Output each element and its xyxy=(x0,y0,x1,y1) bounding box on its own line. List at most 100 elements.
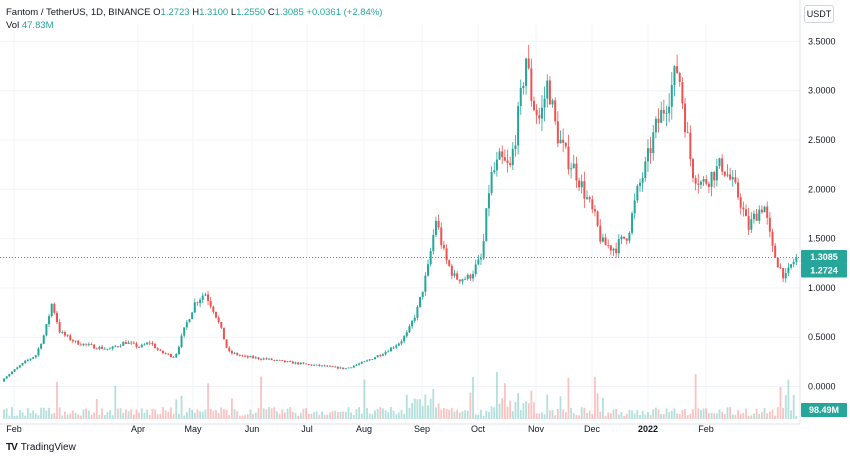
candle-body xyxy=(763,206,766,213)
candle-body xyxy=(143,344,146,346)
candle-body xyxy=(461,279,464,282)
volume-bar xyxy=(747,415,750,419)
volume-bar xyxy=(554,415,557,419)
candle-body xyxy=(10,371,13,375)
candle-body xyxy=(302,362,305,364)
volume-bar xyxy=(302,408,305,419)
candle-body xyxy=(752,213,755,220)
candle-body xyxy=(432,234,435,252)
volume-bar xyxy=(265,409,268,419)
x-tick-label: Jun xyxy=(245,424,260,434)
volume-bar xyxy=(196,409,199,419)
symbol-title[interactable]: Fantom / TetherUS, 1D, BINANCE xyxy=(6,7,151,18)
volume-bar xyxy=(413,398,416,419)
open-label: O xyxy=(153,7,161,18)
candle-body xyxy=(641,177,644,183)
candle-body xyxy=(434,220,437,235)
candle-body xyxy=(82,343,85,346)
candle-body xyxy=(742,207,745,210)
candle-body xyxy=(270,358,273,361)
candle-body xyxy=(249,356,252,358)
candle-body xyxy=(169,353,172,357)
candle-body xyxy=(649,148,652,154)
candle-body xyxy=(440,227,443,246)
volume-bar xyxy=(448,409,451,419)
volume-bar xyxy=(154,409,156,419)
candle-body xyxy=(604,237,607,246)
volume-bar xyxy=(556,409,559,419)
candle-body xyxy=(639,182,641,186)
candle-body xyxy=(599,225,602,242)
candle-body xyxy=(37,348,40,356)
candle-body xyxy=(228,347,231,352)
volume-bar xyxy=(392,410,395,419)
candle-body xyxy=(45,324,48,336)
candle-body xyxy=(400,341,403,344)
volume-bar xyxy=(48,407,50,419)
volume-bar xyxy=(774,415,777,419)
candle-body xyxy=(575,163,578,181)
volume-bar xyxy=(636,410,639,419)
volume-bar xyxy=(191,409,194,419)
volume-bar xyxy=(24,415,27,419)
candle-body xyxy=(620,236,623,240)
volume-bar xyxy=(207,383,209,419)
tradingview-logo[interactable]: TV TradingView xyxy=(6,442,76,453)
candle-body xyxy=(74,340,77,342)
candle-body xyxy=(69,335,72,341)
candle-body xyxy=(699,181,702,185)
tradingview-icon: TV xyxy=(6,442,18,453)
candle-body xyxy=(485,208,488,242)
volume-bar xyxy=(731,414,734,419)
y-tick-label: 0.5000 xyxy=(808,332,836,342)
volume-bar xyxy=(609,413,612,419)
volume-bar xyxy=(170,407,172,419)
candle-body xyxy=(551,100,554,105)
volume-bar xyxy=(209,409,212,419)
candle-body xyxy=(56,312,58,323)
candle-body xyxy=(607,245,610,246)
candle-body xyxy=(670,85,673,107)
volume-bar xyxy=(130,409,133,419)
volume-bar xyxy=(66,414,69,419)
candle-body xyxy=(427,264,429,276)
volume-bar xyxy=(262,408,265,419)
candle-body xyxy=(21,363,24,366)
volume-bar xyxy=(602,398,604,419)
volume-bar xyxy=(620,411,623,419)
high-label: H xyxy=(192,7,200,18)
volume-bar xyxy=(480,409,482,419)
volume-bar xyxy=(289,407,292,419)
candle-body xyxy=(503,157,506,161)
candle-body xyxy=(95,348,98,350)
volume-bar xyxy=(424,394,427,419)
volume-bar xyxy=(231,398,233,419)
volume-bar xyxy=(522,403,525,419)
volume-bar xyxy=(355,409,358,419)
volume-bar xyxy=(26,408,29,419)
volume-bar xyxy=(204,409,207,419)
volume-bar xyxy=(252,414,254,419)
volume-bar xyxy=(119,408,122,419)
candle-body xyxy=(156,348,159,350)
candle-body xyxy=(79,344,82,346)
volume-bar xyxy=(241,415,244,419)
candle-body xyxy=(543,98,546,108)
candle-body xyxy=(140,344,143,348)
volume-bar xyxy=(376,408,379,419)
candle-body xyxy=(209,300,212,307)
volume-bar xyxy=(217,413,220,419)
volume-bar xyxy=(588,410,591,419)
candle-body xyxy=(355,364,358,366)
candle-body xyxy=(689,132,692,160)
currency-button[interactable]: USDT xyxy=(804,5,834,23)
volume-bar xyxy=(132,414,135,419)
volume-bar xyxy=(61,415,64,419)
candle-body xyxy=(511,148,514,166)
candle-body xyxy=(790,264,793,268)
volume-bar xyxy=(572,413,575,419)
candle-body xyxy=(352,365,355,368)
candle-body xyxy=(233,353,236,354)
